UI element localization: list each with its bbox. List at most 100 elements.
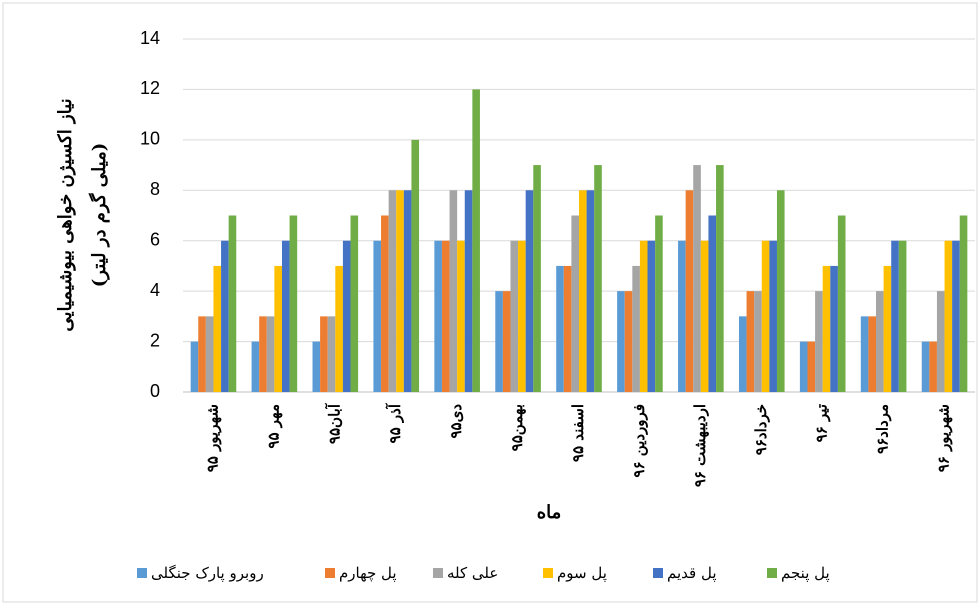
y-tick-label: 2 <box>150 330 160 350</box>
legend-label: پل سوم <box>557 564 607 582</box>
bar <box>221 240 229 392</box>
bar <box>259 316 267 392</box>
bar <box>327 316 336 392</box>
bar <box>495 291 503 392</box>
x-tick-label: مرداد۹۶ <box>874 404 892 454</box>
legend-label: روبرو پارک جنگلی <box>151 564 264 582</box>
bar <box>876 291 884 392</box>
bar <box>754 291 762 392</box>
bar <box>251 341 260 392</box>
x-tick-label: دی۹۵ <box>447 404 465 439</box>
bar <box>617 291 625 392</box>
bar <box>320 316 328 392</box>
bar <box>769 240 777 392</box>
bar <box>761 240 770 392</box>
y-tick-label: 4 <box>150 280 160 300</box>
bar <box>190 341 199 392</box>
legend-swatch <box>767 568 777 578</box>
y-tick-label: 6 <box>150 229 160 249</box>
legend-swatch <box>653 568 663 578</box>
legend-swatch <box>325 568 335 578</box>
bar <box>799 341 808 392</box>
y-tick-label: 12 <box>140 78 160 98</box>
bar <box>533 165 541 392</box>
y-tick-label: 10 <box>140 129 160 149</box>
bar <box>632 265 640 392</box>
bar <box>868 316 877 392</box>
bar <box>213 265 222 392</box>
bar <box>959 215 968 392</box>
x-tick-label: مهر ۹۵ <box>264 404 282 449</box>
x-tick-label: فروردین ۹۶ <box>630 404 648 478</box>
bar <box>274 265 282 392</box>
bar <box>807 341 816 392</box>
bar <box>381 215 389 392</box>
bar <box>579 190 587 392</box>
bar <box>198 316 206 392</box>
bar <box>639 240 648 392</box>
bar <box>205 316 214 392</box>
bar <box>449 190 458 392</box>
bar <box>860 316 869 392</box>
bar <box>700 240 709 392</box>
bar <box>685 190 694 392</box>
bar <box>624 291 633 392</box>
bar <box>342 240 351 392</box>
bar <box>434 240 442 392</box>
x-tick-label: آبان۹۵ <box>324 402 343 444</box>
bar <box>921 341 930 392</box>
y-tick-label: 14 <box>140 28 160 48</box>
bar <box>647 240 656 392</box>
bar <box>312 341 321 392</box>
bar <box>411 139 420 392</box>
bar <box>738 316 747 392</box>
bar <box>944 240 953 392</box>
legend-swatch <box>137 568 147 578</box>
legend-label: علی کله <box>447 564 498 582</box>
legend-swatch <box>433 568 443 578</box>
bar <box>708 215 717 392</box>
bar <box>815 291 823 392</box>
bar <box>655 215 663 392</box>
bar <box>586 190 595 392</box>
x-tick-label: بهمن۹۵ <box>508 404 526 451</box>
bar <box>936 291 945 392</box>
bar <box>883 265 892 392</box>
bar <box>281 240 290 392</box>
y-axis-title: (میلی گرم در لیتر) <box>88 143 110 288</box>
x-axis-title: ماه <box>537 502 562 523</box>
bar <box>518 240 526 392</box>
bar <box>266 316 275 392</box>
x-tick-label: شهریور ۹۵ <box>203 404 221 472</box>
y-tick-label: 0 <box>150 381 160 401</box>
bar <box>350 215 359 392</box>
bar <box>228 215 237 392</box>
bar <box>441 240 450 392</box>
bar <box>525 190 534 392</box>
legend-swatch <box>543 568 553 578</box>
x-tick-label: تیر ۹۶ <box>813 404 831 442</box>
bar <box>746 291 755 392</box>
bar <box>472 89 480 392</box>
bar <box>563 265 572 392</box>
bar <box>678 240 686 392</box>
bar <box>952 240 960 392</box>
x-tick-label: اردیبهشت ۹۶ <box>691 404 709 487</box>
bar <box>403 190 412 392</box>
bar <box>822 265 831 392</box>
bar <box>693 165 701 392</box>
y-tick-label: 8 <box>150 179 160 199</box>
bar <box>388 190 397 392</box>
bar <box>396 190 404 392</box>
bar <box>594 165 602 392</box>
y-axis-title: نیاز اکسیژن خواهی بیوشیمیایی <box>55 98 76 331</box>
x-tick-label: اسفند ۹۵ <box>569 404 587 462</box>
bar <box>556 265 564 392</box>
bar <box>830 265 838 392</box>
x-tick-label: آذر ۹۵ <box>385 402 404 443</box>
bar <box>289 215 298 392</box>
bar <box>335 265 343 392</box>
x-tick-label: شهریور ۹۶ <box>935 404 953 472</box>
